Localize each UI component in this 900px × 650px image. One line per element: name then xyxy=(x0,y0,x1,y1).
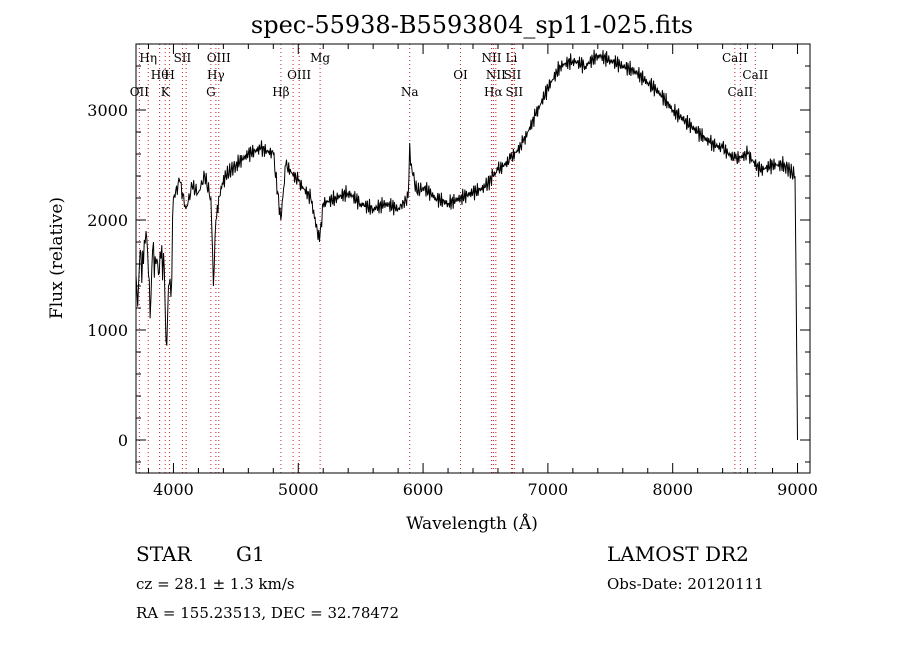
y-tick-label: 1000 xyxy=(87,321,128,340)
x-tick-label: 8000 xyxy=(652,480,693,499)
x-axis: 4000 5000 6000 7000 8000 9000 xyxy=(147,44,818,499)
obs-date: Obs-Date: 20120111 xyxy=(607,575,764,593)
x-tick-label: 9000 xyxy=(777,480,818,499)
y-axis-label: Flux (relative) xyxy=(47,197,67,319)
spectral-line-label: NII xyxy=(481,51,501,65)
x-tick-label: 5000 xyxy=(278,480,319,499)
coordinates: RA = 155.23513, DEC = 32.78472 xyxy=(136,604,400,622)
spectral-line-label: Hγ xyxy=(207,68,225,82)
x-tick-label: 6000 xyxy=(403,480,444,499)
x-tick-label: 4000 xyxy=(153,480,194,499)
spectral-line-label: OIII xyxy=(207,51,231,65)
spectral-line-label: NII xyxy=(486,68,506,82)
spectral-line-label: OII xyxy=(130,85,150,99)
object-class: STAR xyxy=(136,542,192,566)
y-tick-label: 2000 xyxy=(87,211,128,230)
spectral-line-label: SII xyxy=(505,85,523,99)
spectrum-line xyxy=(135,49,798,441)
spectral-line-label: OI xyxy=(453,68,468,82)
spectral-line-label: Mg xyxy=(310,51,330,65)
spectral-line-label: Hβ xyxy=(272,85,289,99)
y-tick-label: 3000 xyxy=(87,101,128,120)
spectral-line-label: CaII xyxy=(722,51,748,65)
spectral-line-markers: OIIHηHθKHSIIGHγOIIIHβOIIIMgNaOINIIHαNIIL… xyxy=(130,44,768,473)
y-tick-label: 0 xyxy=(118,431,128,450)
x-tick-label: 7000 xyxy=(528,480,569,499)
spectral-line-label: H xyxy=(164,68,174,82)
spectral-line-label: K xyxy=(161,85,171,99)
spectral-line-label: Hη xyxy=(139,51,157,65)
spectral-line-label: CaII xyxy=(727,85,753,99)
chart-title: spec-55938-B5593804_sp11-025.fits xyxy=(251,11,693,39)
x-axis-label: Wavelength (Å) xyxy=(406,513,538,534)
spectral-line-label: SII xyxy=(504,68,522,82)
plot-frame xyxy=(135,43,811,474)
spectral-line-label: Hα xyxy=(484,85,503,99)
survey-name: LAMOST DR2 xyxy=(607,542,749,566)
spectral-line-label: SII xyxy=(174,51,192,65)
spectral-line-label: CaII xyxy=(742,68,768,82)
redshift-text: cz = 28.1 ± 1.3 km/s xyxy=(136,575,295,593)
spectral-line-label: Na xyxy=(401,85,419,99)
spectral-line-label: Li xyxy=(506,51,518,65)
spectral-line-label: G xyxy=(206,85,216,99)
object-subclass: G1 xyxy=(236,542,265,566)
y-axis: 0 1000 2000 3000 xyxy=(87,43,810,463)
spectral-line-label: Hθ xyxy=(151,68,169,82)
spectral-line-label: OIII xyxy=(287,68,311,82)
